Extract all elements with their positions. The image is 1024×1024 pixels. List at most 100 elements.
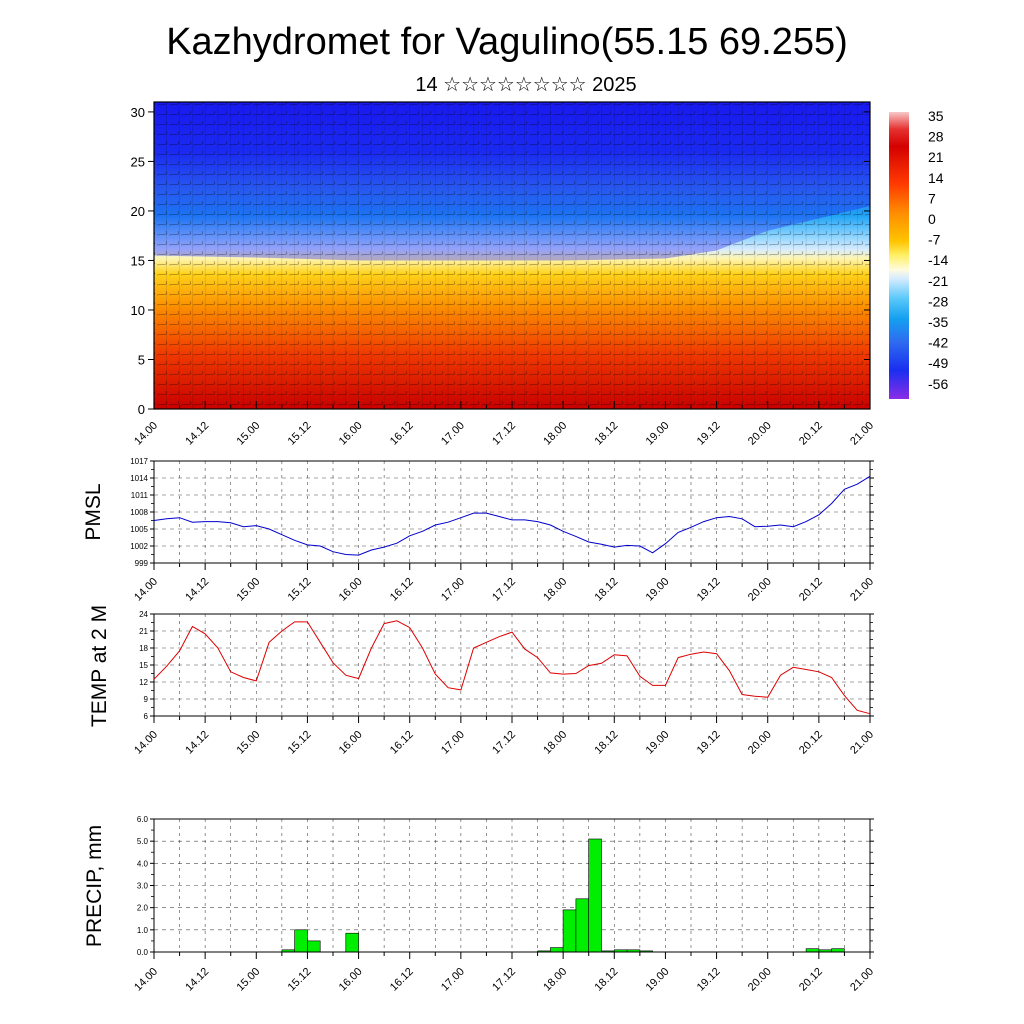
xtick-label: 15.00 xyxy=(234,729,262,757)
pmsl-ylabel: PMSL xyxy=(82,483,105,540)
xtick-label: 15.00 xyxy=(234,966,262,994)
heatmap-ytick-label: 5 xyxy=(138,352,145,367)
colorbar-label: 0 xyxy=(928,211,936,227)
xtick-label: 17.12 xyxy=(490,420,518,448)
xtick-label: 21.00 xyxy=(848,576,876,604)
xtick-label: 18.12 xyxy=(592,966,620,994)
colorbar-label: -7 xyxy=(928,232,941,248)
precip-bar xyxy=(307,940,321,953)
xtick-label: 15.12 xyxy=(286,420,314,448)
ytick-label: 1002 xyxy=(130,542,148,551)
xtick-label: 17.00 xyxy=(439,966,467,994)
xtick-label: 17.12 xyxy=(490,966,518,994)
temperature-cross-section: 0 5 10 15 20 25 30 14.00 14.12 15.00 15.12 16.00 16… xyxy=(131,101,876,448)
colorbar: 35 28 21 14 7 0 -7 -14 -21 -28 -35 -42 -49 -56 xyxy=(889,108,948,399)
xtick-label: 21.00 xyxy=(848,729,876,757)
heatmap-ytick-label: 30 xyxy=(131,105,145,120)
xtick-label: 19.00 xyxy=(644,420,672,448)
xtick-label: 16.12 xyxy=(388,966,416,994)
heatmap-ytick-label: 25 xyxy=(131,154,145,169)
xtick-label: 16.12 xyxy=(388,576,416,604)
xtick-label: 15.00 xyxy=(234,576,262,604)
ytick-label: 21 xyxy=(139,627,148,636)
colorbar-label: -42 xyxy=(928,335,948,351)
xtick-label: 14.00 xyxy=(132,576,160,604)
ytick-label: 1.0 xyxy=(137,926,149,935)
colorbar-label: -14 xyxy=(928,252,948,268)
xtick-label: 16.00 xyxy=(337,420,365,448)
colorbar-label: -21 xyxy=(928,273,948,289)
xtick-label: 20.12 xyxy=(797,966,825,994)
xtick-label: 20.00 xyxy=(746,420,774,448)
xtick-label: 16.00 xyxy=(337,729,365,757)
xtick-label: 14.00 xyxy=(132,966,160,994)
xtick-label: 14.00 xyxy=(132,729,160,757)
xtick-label: 20.00 xyxy=(746,729,774,757)
xtick-label: 19.00 xyxy=(644,966,672,994)
xtick-label: 18.12 xyxy=(592,729,620,757)
heatmap-ytick-label: 15 xyxy=(131,253,145,268)
ytick-label: 24 xyxy=(139,610,148,619)
heatmap-ytick-label: 10 xyxy=(131,303,145,318)
xtick-label: 17.12 xyxy=(490,576,518,604)
xtick-label: 20.00 xyxy=(746,576,774,604)
chart-subtitle: 14 ☆☆☆☆☆☆☆☆ 2025 xyxy=(415,74,636,96)
precip-ylabel: PRECIP, mm xyxy=(83,825,106,947)
xtick-label: 16.00 xyxy=(337,576,365,604)
pmsl-series-line xyxy=(153,475,871,556)
temp-ylabel: TEMP at 2 M xyxy=(88,605,111,727)
ytick-label: 1014 xyxy=(130,474,148,483)
xtick-label: 19.12 xyxy=(695,576,723,604)
precip-bar xyxy=(345,932,359,953)
xtick-label: 14.12 xyxy=(183,420,211,448)
xtick-label: 19.00 xyxy=(644,729,672,757)
wind-barbs-field xyxy=(154,102,870,409)
ytick-label: 5.0 xyxy=(137,837,149,846)
heatmap-ytick-label: 0 xyxy=(138,402,145,417)
xtick-label: 16.00 xyxy=(337,966,365,994)
ytick-label: 1005 xyxy=(130,525,148,534)
xtick-label: 18.12 xyxy=(592,576,620,604)
ytick-label: 0.0 xyxy=(137,948,149,957)
xtick-label: 14.12 xyxy=(183,729,211,757)
xtick-label: 18.00 xyxy=(541,576,569,604)
ytick-label: 12 xyxy=(139,678,148,687)
precip-bar xyxy=(588,838,602,953)
ytick-label: 6 xyxy=(144,712,149,721)
ytick-label: 999 xyxy=(135,559,149,568)
xtick-label: 19.12 xyxy=(695,966,723,994)
xtick-label: 16.12 xyxy=(388,729,416,757)
ytick-label: 1008 xyxy=(130,508,148,517)
xtick-label: 19.12 xyxy=(695,729,723,757)
colorbar-label: -49 xyxy=(928,355,948,371)
xtick-label: 19.00 xyxy=(644,576,672,604)
xtick-label: 20.12 xyxy=(797,576,825,604)
xtick-label: 19.12 xyxy=(695,420,723,448)
xtick-label: 15.12 xyxy=(286,966,314,994)
xtick-label: 15.12 xyxy=(286,729,314,757)
xtick-label: 21.00 xyxy=(848,420,876,448)
colorbar-label: -56 xyxy=(928,376,948,392)
temp-series-line xyxy=(153,620,871,715)
xtick-label: 14.12 xyxy=(183,966,211,994)
pmsl-panel: 999 1002 1005 1008 1011 1014 1017 14.00 14.12 15… xyxy=(82,457,876,604)
xtick-label: 14.00 xyxy=(132,420,160,448)
chart-title: Kazhydromet for Vagulino(55.15 69.255) xyxy=(166,21,848,63)
xtick-label: 20.12 xyxy=(797,420,825,448)
precip-bar xyxy=(294,929,308,953)
xtick-label: 20.00 xyxy=(746,966,774,994)
xtick-label: 20.12 xyxy=(797,729,825,757)
colorbar-gradient xyxy=(889,112,909,399)
colorbar-label: 7 xyxy=(928,190,936,206)
ytick-label: 9 xyxy=(144,695,149,704)
ytick-label: 3.0 xyxy=(137,882,149,891)
colorbar-label: -35 xyxy=(928,314,948,330)
colorbar-label: 35 xyxy=(928,108,944,124)
xtick-label: 18.12 xyxy=(592,420,620,448)
colorbar-label: 28 xyxy=(928,129,944,145)
xtick-label: 17.00 xyxy=(439,729,467,757)
xtick-label: 17.00 xyxy=(439,576,467,604)
xtick-label: 18.00 xyxy=(541,966,569,994)
xtick-label: 14.12 xyxy=(183,576,211,604)
